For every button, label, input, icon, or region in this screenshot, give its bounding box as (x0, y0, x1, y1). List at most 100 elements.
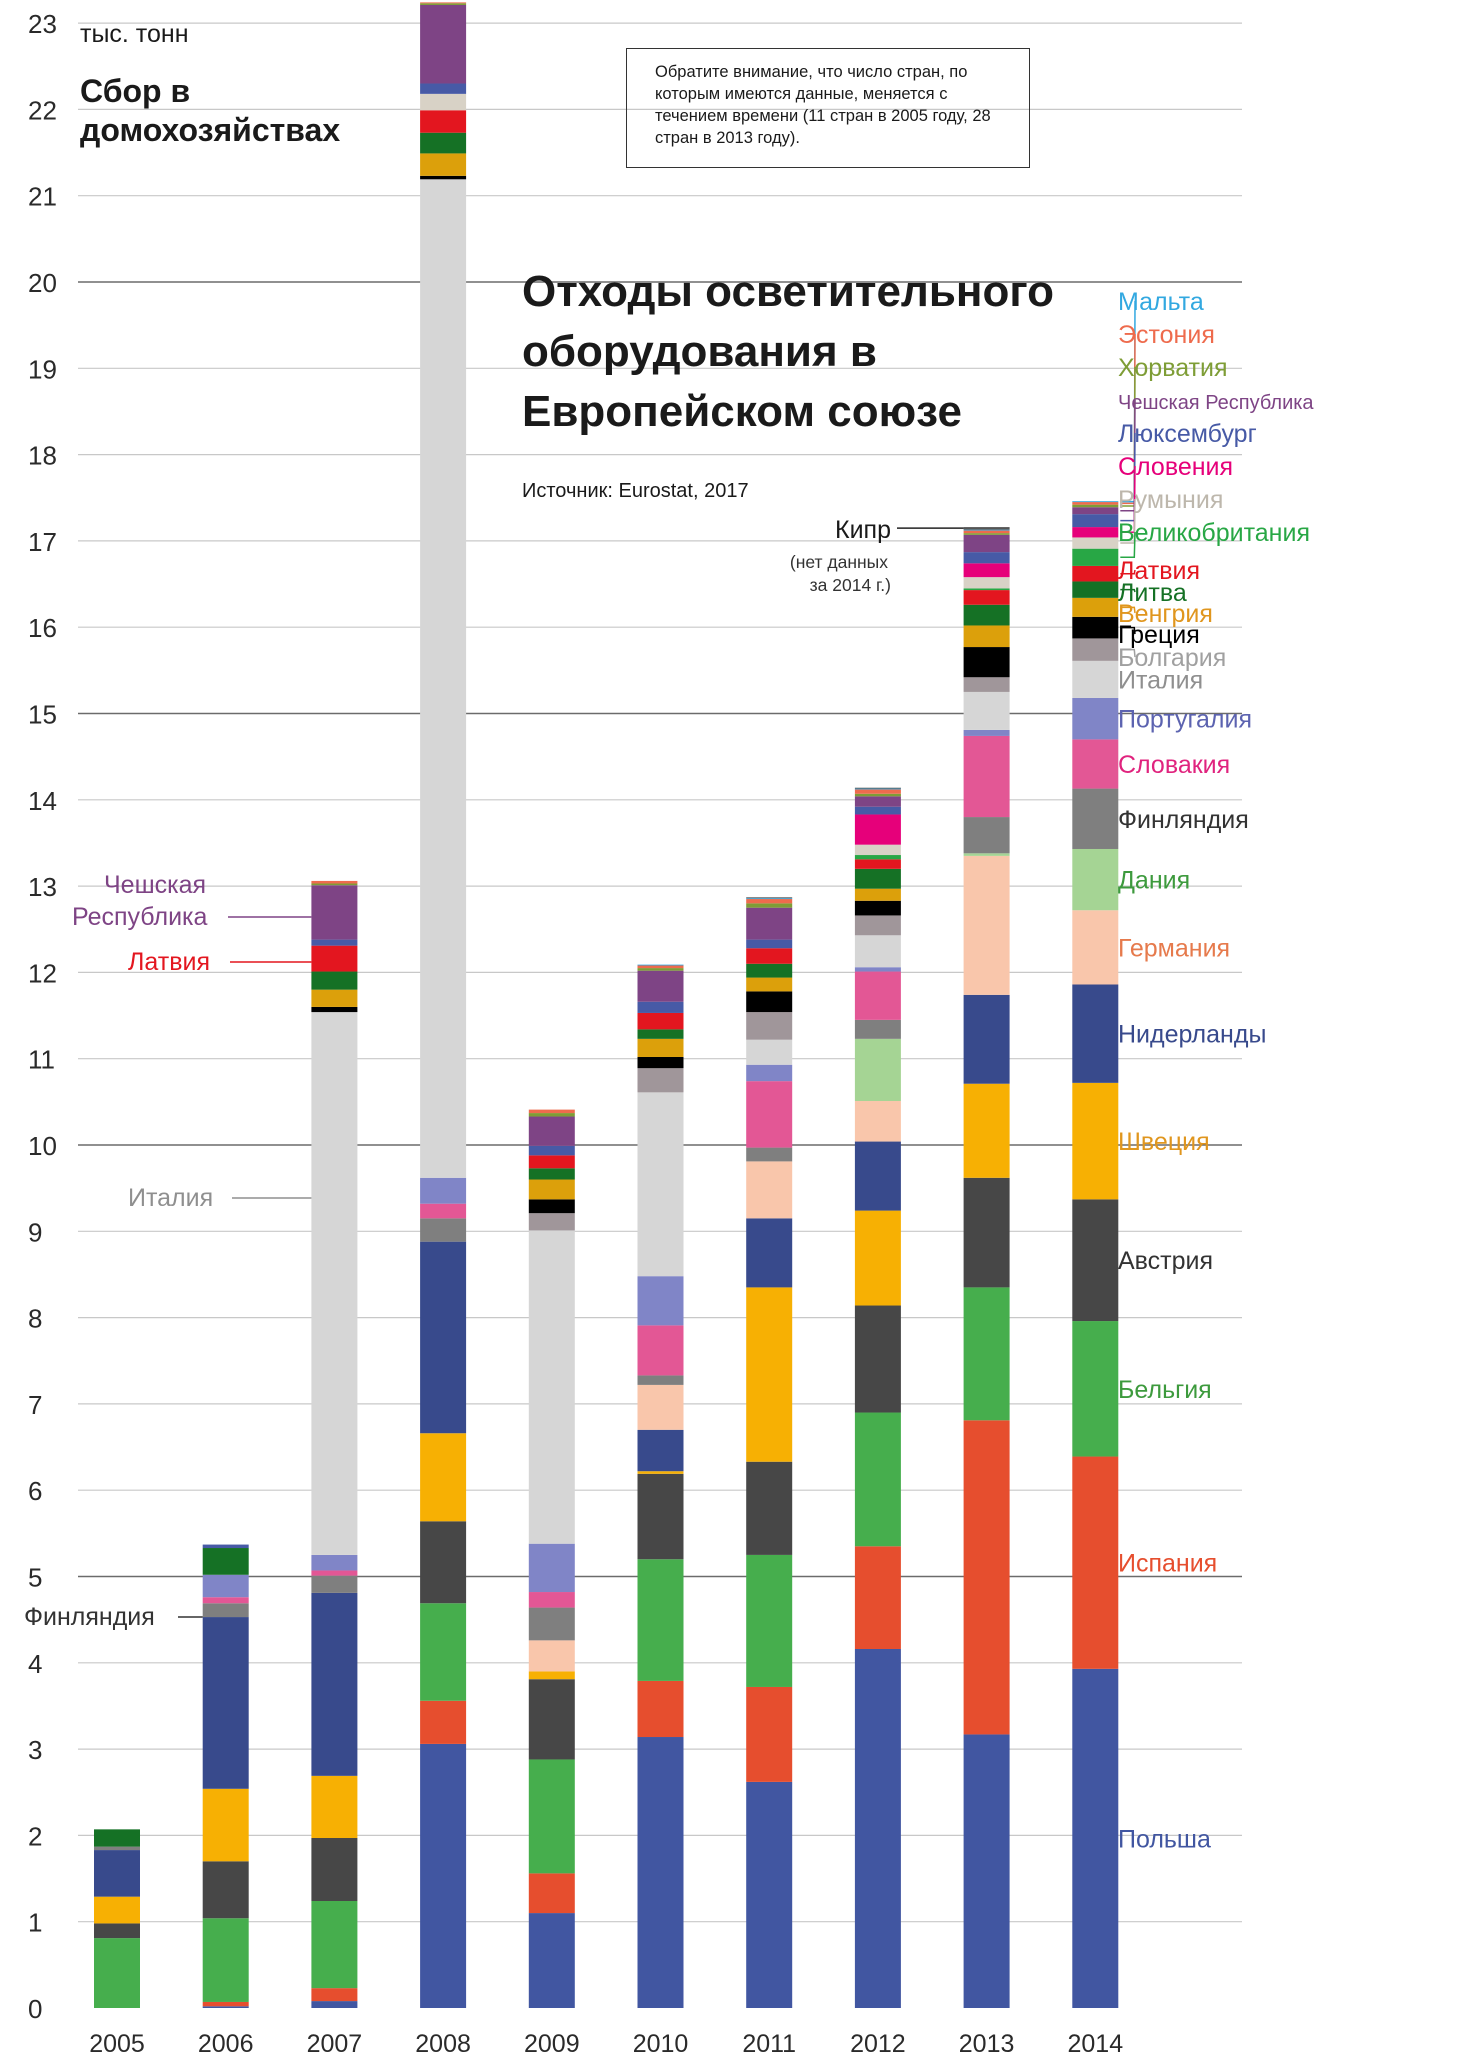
bar-segment-финляндия-2013 (963, 817, 1010, 854)
y-tick-label: 9 (28, 1217, 42, 1247)
left-label-italy: Италия (128, 1184, 213, 1212)
bar-segment-финляндия-2010 (637, 1375, 684, 1385)
bar-segment-венгрия-2008 (420, 153, 467, 176)
bar-segment-австрия-2005 (94, 1923, 140, 1939)
bar-segment-литва-2011 (746, 963, 793, 978)
x-tick-label-2008: 2008 (415, 2030, 471, 2056)
bar-segment-болгария-2013 (963, 677, 1010, 692)
bar-segment-венгрия-2013 (963, 625, 1010, 648)
bar-segment-болгария-2014 (1072, 638, 1119, 661)
bar-segment-греция-2007 (311, 1006, 358, 1013)
x-tick-label-2010: 2010 (633, 2030, 689, 2056)
y-tick-label: 16 (28, 613, 57, 643)
series-label-литва: Литва (1118, 579, 1187, 607)
bar-segment-болгария-2010 (637, 1068, 684, 1093)
bar-segment-португалия-2010 (637, 1276, 684, 1326)
y-tick-label: 19 (28, 354, 57, 384)
y-tick-label: 11 (28, 1045, 55, 1075)
bar-segment-италия-2012 (854, 935, 901, 968)
bar-segment-австрия-2012 (854, 1305, 901, 1413)
bar-segment-латвия-2011 (746, 948, 793, 964)
x-tick-label-2014: 2014 (1067, 2030, 1123, 2056)
bar-segment-кипр-2011 (746, 897, 793, 899)
bar-segment-польша-2012 (854, 1648, 901, 2008)
series-label-чешская-республика: Чешская Республика (1118, 392, 1314, 414)
bar-segment-испания-2009 (528, 1873, 575, 1914)
series-label-болгария: Болгария (1118, 644, 1226, 672)
y-tick-label: 0 (28, 1994, 42, 2024)
left-label-latvia: Латвия (128, 948, 210, 976)
series-label-австрия: Австрия (1118, 1247, 1213, 1275)
bar-segment-словакия-2011 (746, 1081, 793, 1148)
y-tick-label: 13 (28, 872, 57, 902)
chart-title: Отходы осветительного оборудования в Евр… (522, 267, 1054, 436)
y-tick-label: 23 (28, 9, 57, 39)
bar-segment-австрия-2011 (746, 1461, 793, 1555)
bar-segment-бельгия-2005 (94, 1938, 140, 2008)
bar-segment-люксембург-2013 (963, 552, 1010, 564)
bar-segment-италия-2011 (746, 1039, 793, 1065)
bars (94, 2, 1119, 2008)
bar-segment-польша-2008 (420, 1743, 467, 2008)
leader-line-венгрия (1120, 606, 1136, 614)
bar-segment-португалия-2006 (202, 1574, 249, 1598)
bar-segment-литва-2010 (637, 1029, 684, 1039)
series-label-швеция: Швеция (1118, 1128, 1210, 1156)
bar-segment-испания-2013 (963, 1420, 1010, 1735)
leader-line-великобритания (1120, 531, 1136, 559)
x-tick-label-2006: 2006 (198, 2030, 254, 2056)
bar-segment-венгрия-2010 (637, 1038, 684, 1057)
bar-segment-бельгия-2006 (202, 1918, 249, 2002)
bar-segment-швеция-2010 (637, 1471, 684, 1474)
y-tick-label: 12 (28, 958, 57, 988)
y-tick-label: 4 (28, 1649, 42, 1679)
bar-segment-литва-2007 (311, 971, 358, 990)
bar-segment-польша-2013 (963, 1734, 1010, 2008)
bar-segment-мальта-2011 (746, 898, 793, 900)
bar-segment-венгрия-2007 (311, 989, 358, 1007)
x-tick-label-2007: 2007 (307, 2030, 363, 2056)
bar-segment-италия-2013 (963, 691, 1010, 730)
bar-segment-хорватия-2010 (637, 968, 684, 971)
series-label-испания: Испания (1118, 1550, 1217, 1578)
bar-segment-испания-2007 (311, 1988, 358, 2002)
x-tick-label-2005: 2005 (89, 2030, 145, 2056)
bar-segment-греция-2010 (637, 1056, 684, 1069)
bar-segment-бельгия-2014 (1072, 1321, 1119, 1457)
bar-segment-австрия-2010 (637, 1473, 684, 1560)
series-label-румыния: Румыния (1118, 486, 1223, 514)
y-tick-label: 1 (28, 1908, 42, 1938)
bar-segment-польша-2014 (1072, 1668, 1119, 2008)
bar-segment-хорватия-2008 (420, 3, 467, 5)
bar-segment-бельгия-2012 (854, 1412, 901, 1547)
bar-segment-швеция-2008 (420, 1433, 467, 1522)
leader-line-литва (1120, 588, 1136, 593)
bar-segment-мальта-2012 (854, 788, 901, 790)
series-label-мальта: Мальта (1118, 288, 1204, 316)
bar-segment-швеция-2006 (202, 1788, 249, 1862)
bar-segment-словакия-2013 (963, 735, 1010, 818)
bar-segment-словакия-2012 (854, 971, 901, 1020)
bar-segment-швеция-2013 (963, 1083, 1010, 1178)
left-annotations: Чешская Республика Латвия Италия Финляндия Ки… (24, 516, 891, 1631)
series-label-хорватия: Хорватия (1118, 354, 1228, 382)
bar-segment-словакия-2008 (420, 1203, 467, 1219)
series-label-словакия: Словакия (1118, 751, 1230, 779)
bar-segment-хорватия-2007 (311, 883, 358, 886)
bar-segment-финляндия-2008 (420, 1218, 467, 1242)
bar-segment-нидерланды-2010 (637, 1429, 684, 1472)
bar-segment-нидерланды-2008 (420, 1241, 467, 1434)
series-label-великобритания: Великобритания (1118, 519, 1310, 547)
bar-segment-италия-2009 (528, 1230, 575, 1544)
bar-segment-хорватия-2009 (528, 1113, 575, 1117)
y-tick-label: 2 (28, 1821, 42, 1851)
leader-line-латвия (1120, 569, 1136, 575)
bar-segment-германия-2009 (528, 1640, 575, 1672)
bar-segment-люксембург-2012 (854, 806, 901, 815)
bar-segment-латвия-2008 (420, 110, 467, 133)
bar-segment-болгария-2011 (746, 1012, 793, 1040)
bar-segment-германия-2012 (854, 1100, 901, 1142)
bar-segment-нидерланды-2014 (1072, 984, 1119, 1083)
bar-segment-люксембург-2014 (1072, 514, 1119, 528)
